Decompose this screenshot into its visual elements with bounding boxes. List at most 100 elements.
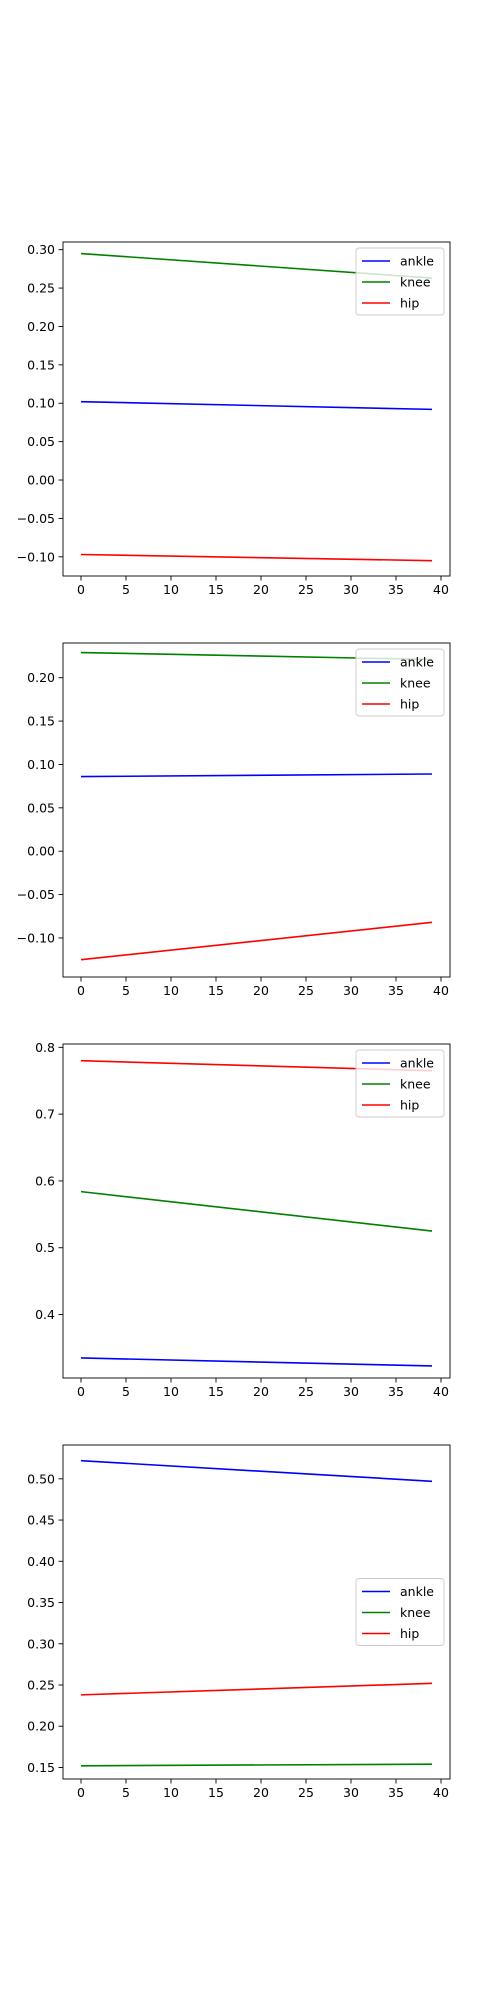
subplot-1: 0 5 10 15 20 25 30 35 40 −0.10 −0.05 0.00 0.05 0.10 0.…	[17, 241, 451, 597]
x-tick-label-2-4: 20	[253, 983, 269, 998]
x-tick-label-3-1: 5	[122, 1384, 130, 1399]
y-tick-label-2-5: 0.15	[27, 714, 55, 729]
series-line-ankle-1	[80, 400, 433, 411]
y-tick-label-4-5: 0.40	[27, 1554, 55, 1569]
y-tick-label-3-0: 0.4	[35, 1307, 55, 1322]
y-tick-label-4-1: 0.20	[27, 1719, 55, 1734]
legend-label-knee-2: knee	[400, 676, 431, 691]
subplot-3: 0 5 10 15 20 25 30 35 40 0.4 0.5 0.6 0.7 0.8 ankle knee…	[35, 1040, 451, 1399]
y-tick-label-2-2: 0.00	[27, 844, 55, 859]
y-tick-label-1-4: 0.10	[27, 396, 55, 411]
x-tick-label-3-4: 20	[253, 1384, 269, 1399]
x-tick-label-3-2: 10	[163, 1384, 179, 1399]
x-tick-label-1-7: 35	[388, 582, 404, 597]
x-tick-label-3-0: 0	[77, 1384, 85, 1399]
y-tick-label-1-7: 0.25	[27, 281, 55, 296]
series-line-ankle-2	[80, 773, 433, 778]
y-tick-label-3-2: 0.6	[35, 1173, 55, 1188]
x-tick-label-4-0: 0	[77, 1785, 85, 1800]
axes-frame-1	[62, 241, 451, 577]
y-tick-label-2-1: −0.05	[17, 887, 55, 902]
legend-label-ankle-1: ankle	[400, 254, 434, 269]
x-tick-label-2-7: 35	[388, 983, 404, 998]
legend-2: ankle knee hip	[355, 648, 445, 717]
x-tick-label-3-6: 30	[343, 1384, 359, 1399]
legend-label-knee-3: knee	[400, 1077, 431, 1092]
axes-frame-4	[62, 1444, 451, 1780]
legend-4: ankle knee hip	[355, 1578, 445, 1646]
y-tick-label-4-0: 0.15	[27, 1760, 55, 1775]
y-tick-label-4-3: 0.30	[27, 1636, 55, 1651]
x-tick-label-4-1: 5	[122, 1785, 130, 1800]
x-tick-label-2-8: 40	[433, 983, 449, 998]
x-tick-label-1-1: 5	[122, 582, 130, 597]
series-line-hip-1	[80, 553, 433, 562]
series-line-knee-3	[80, 1190, 433, 1232]
x-tick-label-1-2: 10	[163, 582, 179, 597]
x-tick-label-1-8: 40	[433, 582, 449, 597]
x-tick-label-2-3: 15	[208, 983, 224, 998]
legend-label-hip-4: hip	[400, 1626, 419, 1641]
subplot-2: 0 5 10 15 20 25 30 35 40 −0.10 −0.05 0.00 0.05 0.10 0.…	[17, 642, 451, 998]
x-tick-label-3-7: 35	[388, 1384, 404, 1399]
y-tick-label-2-4: 0.10	[27, 757, 55, 772]
x-tick-label-4-5: 25	[298, 1785, 314, 1800]
series-line-knee-4	[80, 1763, 433, 1767]
legend-box-3	[355, 1049, 445, 1118]
x-tick-label-1-0: 0	[77, 582, 85, 597]
x-tick-label-4-3: 15	[208, 1785, 224, 1800]
legend-label-knee-4: knee	[400, 1605, 431, 1620]
y-tick-label-2-0: −0.10	[17, 930, 55, 945]
x-tick-label-4-4: 20	[253, 1785, 269, 1800]
series-line-ankle-4	[80, 1459, 433, 1483]
x-tick-label-2-2: 10	[163, 983, 179, 998]
y-tick-label-1-3: 0.05	[27, 434, 55, 449]
x-tick-label-2-6: 30	[343, 983, 359, 998]
axes-frame-3	[62, 1043, 451, 1379]
x-tick-label-1-5: 25	[298, 582, 314, 597]
x-tick-label-4-6: 30	[343, 1785, 359, 1800]
y-tick-label-1-1: −0.05	[17, 511, 55, 526]
x-tick-label-3-5: 25	[298, 1384, 314, 1399]
x-tick-label-4-8: 40	[433, 1785, 449, 1800]
y-tick-label-4-4: 0.35	[27, 1595, 55, 1610]
y-tick-label-3-1: 0.5	[35, 1240, 55, 1255]
x-tick-label-3-8: 40	[433, 1384, 449, 1399]
legend-box-2	[355, 648, 445, 717]
axes-frame-2	[62, 642, 451, 978]
legend-box-4	[355, 1578, 445, 1646]
y-tick-label-1-8: 0.30	[27, 242, 55, 257]
y-tick-label-4-6: 0.45	[27, 1513, 55, 1528]
y-tick-label-2-3: 0.05	[27, 800, 55, 815]
x-tick-label-2-0: 0	[77, 983, 85, 998]
x-tick-label-1-3: 15	[208, 582, 224, 597]
legend-label-ankle-3: ankle	[400, 1056, 434, 1071]
y-tick-label-1-0: −0.10	[17, 549, 55, 564]
series-line-hip-2	[80, 921, 433, 961]
y-tick-label-3-3: 0.7	[35, 1107, 55, 1122]
x-tick-label-4-7: 35	[388, 1785, 404, 1800]
series-line-hip-4	[80, 1682, 433, 1696]
x-tick-label-1-4: 20	[253, 582, 269, 597]
legend-label-ankle-2: ankle	[400, 655, 434, 670]
legend-label-hip-2: hip	[400, 697, 419, 712]
y-tick-label-4-7: 0.50	[27, 1471, 55, 1486]
y-tick-label-2-6: 0.20	[27, 670, 55, 685]
y-tick-label-1-6: 0.20	[27, 319, 55, 334]
legend-label-knee-1: knee	[400, 275, 431, 290]
legend-1: ankle knee hip	[355, 247, 445, 316]
y-tick-label-1-2: 0.00	[27, 473, 55, 488]
series-line-ankle-3	[80, 1357, 433, 1367]
x-tick-label-2-1: 5	[122, 983, 130, 998]
legend-label-ankle-4: ankle	[400, 1584, 434, 1599]
legend-box-1	[355, 247, 445, 316]
y-tick-label-4-2: 0.25	[27, 1677, 55, 1692]
subplot-4: 0 5 10 15 20 25 30 35 40 0.15 0.20 0.25 0.30 0.35 0.40…	[27, 1444, 451, 1800]
legend-label-hip-1: hip	[400, 296, 419, 311]
legend-3: ankle knee hip	[355, 1049, 445, 1118]
y-tick-label-1-5: 0.15	[27, 357, 55, 372]
x-tick-label-1-6: 30	[343, 582, 359, 597]
x-tick-label-4-2: 10	[163, 1785, 179, 1800]
x-tick-label-3-3: 15	[208, 1384, 224, 1399]
